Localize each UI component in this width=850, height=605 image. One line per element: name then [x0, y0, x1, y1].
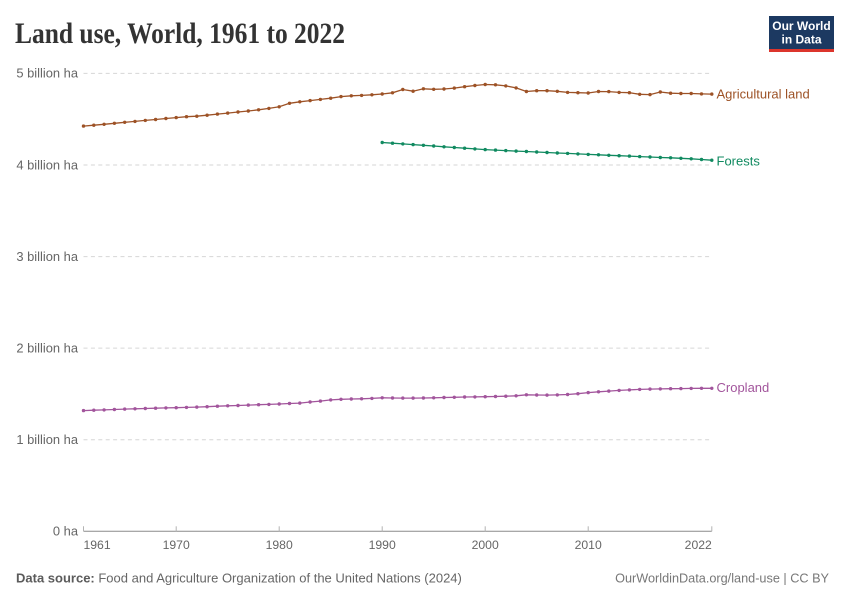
svg-text:Data source: Food and Agricult: Data source: Food and Agriculture Organi…: [16, 570, 462, 585]
svg-text:5 billion ha: 5 billion ha: [16, 66, 78, 81]
svg-text:1970: 1970: [163, 538, 190, 552]
svg-text:1990: 1990: [369, 538, 396, 552]
svg-text:1 billion ha: 1 billion ha: [16, 432, 78, 447]
svg-text:Forests: Forests: [717, 154, 761, 169]
svg-text:2 billion ha: 2 billion ha: [16, 340, 78, 355]
svg-text:2000: 2000: [472, 538, 499, 552]
svg-text:0 ha: 0 ha: [53, 524, 79, 539]
svg-text:Our World: Our World: [772, 19, 830, 33]
svg-text:3 billion ha: 3 billion ha: [16, 249, 78, 264]
svg-text:1980: 1980: [266, 538, 293, 552]
svg-text:1961: 1961: [84, 538, 111, 552]
svg-text:Land use, World, 1961 to 2022: Land use, World, 1961 to 2022: [15, 17, 345, 50]
svg-text:OurWorldinData.org/land-use |: OurWorldinData.org/land-use | CC BY: [615, 571, 829, 585]
svg-text:in Data: in Data: [781, 32, 821, 46]
svg-text:Cropland: Cropland: [717, 380, 770, 395]
svg-text:Agricultural land: Agricultural land: [717, 87, 810, 102]
svg-text:2022: 2022: [685, 538, 712, 552]
svg-text:4 billion ha: 4 billion ha: [16, 157, 78, 172]
svg-text:2010: 2010: [575, 538, 602, 552]
